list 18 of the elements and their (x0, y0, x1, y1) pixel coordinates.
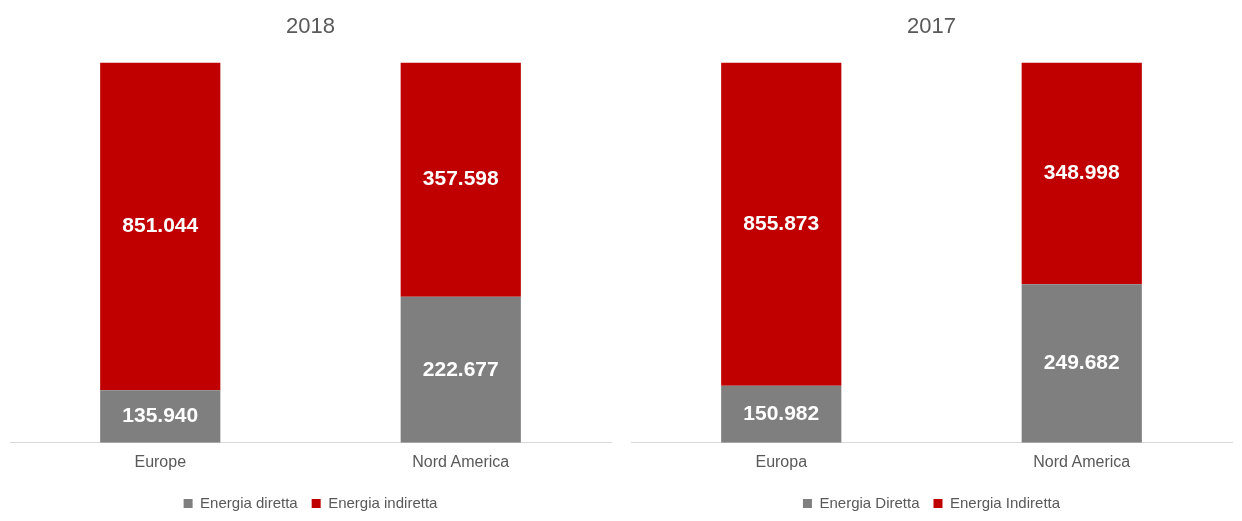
legend-label: Energia indiretta (328, 493, 439, 511)
x-tick-label: Europa (755, 452, 808, 470)
annotation: 855.873 (743, 210, 820, 234)
chart-title: 2017 (907, 13, 956, 39)
annotation: 222.677 (422, 356, 499, 380)
annotation: 150.982 (743, 401, 820, 425)
legend-label: Energia Diretta (819, 493, 921, 511)
annotation: 135.940 (122, 403, 199, 427)
annotation: 249.682 (1043, 350, 1120, 374)
x-tick-label: Nord America (1033, 452, 1131, 470)
legend-label: Energia Indiretta (949, 493, 1061, 511)
annotation: 357.598 (422, 166, 500, 190)
chart-title: 2018 (286, 13, 335, 39)
x-tick-label: Europe (134, 452, 187, 470)
legend-label: Energia diretta (200, 493, 299, 511)
annotation: 851.044 (122, 213, 199, 237)
annotation: 348.998 (1043, 160, 1121, 184)
x-tick-label: Nord America (412, 452, 510, 470)
